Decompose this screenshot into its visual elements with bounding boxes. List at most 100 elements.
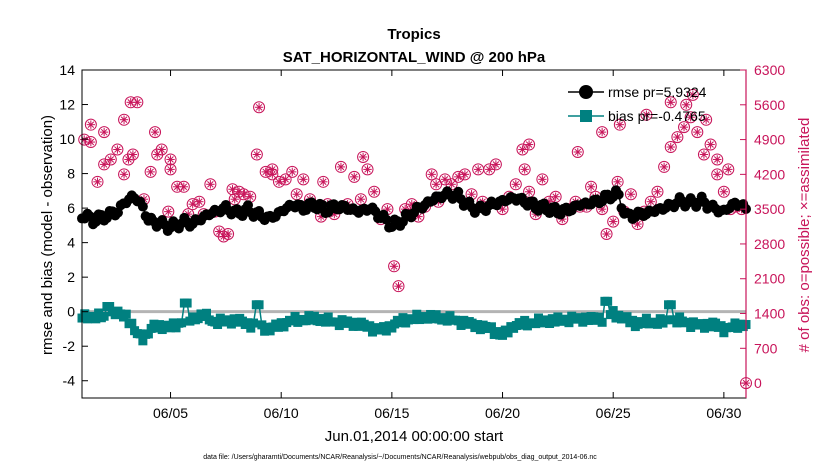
obs-star-stroke	[700, 151, 708, 158]
obs-assimilated-marker	[195, 197, 204, 206]
obs-assimilated-marker	[447, 180, 456, 189]
obs-possible-marker	[357, 150, 370, 163]
bias-point	[91, 314, 101, 324]
bias-point	[666, 300, 676, 310]
obs-assimilated-marker	[274, 177, 284, 187]
obs-assimilated-marker	[106, 155, 115, 164]
obs-star-stroke	[370, 188, 378, 196]
obs-assimilated-marker	[666, 98, 675, 107]
obs-assimilated-marker	[319, 177, 328, 187]
obs-assimilated-marker	[246, 192, 255, 201]
obs-possible-marker	[98, 126, 111, 139]
obs-star-stroke	[432, 181, 440, 188]
obs-possible-marker	[222, 228, 235, 240]
obs-star-stroke	[616, 121, 624, 128]
obs-assimilated-marker	[609, 217, 618, 226]
obs-star-stroke	[598, 205, 606, 213]
obs-assimilated-marker	[666, 142, 675, 152]
obs-star-stroke	[724, 166, 732, 173]
obs-star-stroke	[574, 148, 582, 156]
obs-star-stroke	[390, 263, 398, 270]
bias-point	[442, 316, 452, 326]
obs-assimilated-marker	[473, 165, 483, 174]
obs-assimilated-marker	[93, 177, 102, 187]
obs-star-stroke	[687, 113, 694, 121]
bias-point	[456, 320, 466, 330]
obs-star-stroke	[525, 141, 533, 148]
obs-star-stroke	[525, 188, 533, 196]
obs-star-stroke	[269, 171, 276, 178]
rmse-point	[397, 216, 408, 227]
obs-possible-marker	[523, 138, 536, 151]
y2-tick-label: 0	[754, 375, 762, 391]
obs-assimilated-marker	[128, 150, 138, 159]
obs-possible-marker	[624, 188, 637, 201]
bias-point	[412, 309, 422, 319]
obs-possible-marker	[162, 205, 175, 218]
bias-point	[94, 308, 104, 318]
bias-point	[80, 309, 90, 319]
bias-point	[520, 315, 530, 325]
obs-assimilated-marker	[724, 165, 733, 174]
obs-possible-marker	[144, 165, 157, 178]
bias-series	[77, 296, 751, 346]
obs-possible-marker	[164, 163, 177, 176]
bias-point	[320, 317, 330, 327]
obs-assimilated-marker	[166, 165, 175, 174]
legend: rmse pr=5.9324 bias pr=-0.4765	[568, 84, 707, 124]
obs-assimilated-marker	[613, 177, 622, 187]
obs-star-stroke	[364, 166, 371, 173]
obs-assimilated-marker	[538, 175, 547, 184]
obs-assimilated-marker	[389, 262, 399, 271]
obs-assimilated-marker	[673, 132, 682, 142]
bias-point	[730, 318, 740, 328]
obs-star-stroke	[293, 190, 300, 198]
obs-assimilated-marker	[394, 281, 403, 291]
obs-star-stroke	[127, 99, 134, 106]
obs-assimilated-marker	[713, 155, 722, 164]
obs-star-stroke	[100, 128, 108, 136]
obs-possible-marker	[671, 131, 684, 144]
obs-assimilated-marker	[511, 180, 521, 189]
obs-possible-marker	[711, 168, 724, 181]
bias-point	[243, 318, 253, 328]
obs-possible-marker	[489, 158, 502, 171]
obs-possible-marker	[700, 113, 713, 126]
obs-star-stroke	[269, 166, 276, 173]
obs-star-stroke	[180, 183, 188, 191]
obs-star-stroke	[499, 205, 506, 213]
y-tick-label: 14	[59, 62, 75, 78]
obs-possible-marker	[259, 165, 272, 178]
bias-point	[603, 296, 613, 306]
obs-possible-marker	[640, 108, 653, 121]
obs-possible-marker	[571, 146, 584, 158]
bias-point	[597, 317, 607, 327]
x-tick-label: 06/20	[485, 405, 520, 421]
y2-tick-label: 4900	[754, 132, 785, 148]
obs-star-stroke	[609, 218, 617, 225]
obs-star-stroke	[129, 151, 137, 158]
obs-assimilated-marker	[356, 195, 366, 204]
obs-star-stroke	[87, 121, 95, 128]
x-tick-label: 06/05	[153, 405, 188, 421]
obs-star-stroke	[660, 163, 668, 171]
obs-assimilated-marker	[586, 182, 596, 191]
obs-assimilated-marker	[679, 122, 689, 132]
obs-assimilated-marker	[602, 229, 611, 239]
y-tick-label: 12	[59, 97, 75, 113]
obs-star-stroke	[167, 166, 174, 173]
obs-star-stroke	[275, 178, 283, 186]
obs-possible-marker	[664, 96, 677, 109]
y2-tick-label: 2100	[754, 271, 785, 287]
obs-star-stroke	[262, 168, 270, 176]
plot-area	[82, 70, 746, 398]
bias-point	[578, 317, 588, 327]
obs-possible-marker	[658, 160, 671, 173]
bias-point	[594, 312, 604, 322]
obs-assimilated-marker	[119, 170, 129, 179]
bias-point	[628, 315, 638, 325]
obs-assimilated-marker	[719, 187, 729, 196]
obs-possible-marker	[717, 185, 730, 198]
obs-possible-marker	[193, 195, 206, 208]
obs-star-stroke	[167, 156, 174, 163]
